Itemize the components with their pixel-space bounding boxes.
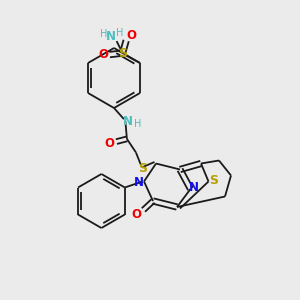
Text: O: O	[131, 208, 141, 221]
Text: H: H	[116, 28, 123, 38]
Text: O: O	[99, 48, 109, 61]
Text: O: O	[104, 137, 114, 150]
Text: N: N	[123, 115, 133, 128]
Text: S: S	[209, 173, 218, 187]
Text: S: S	[138, 162, 147, 175]
Text: H: H	[100, 29, 107, 39]
Text: N: N	[106, 30, 116, 44]
Text: N: N	[134, 176, 144, 189]
Text: N: N	[189, 181, 199, 194]
Text: H: H	[134, 119, 141, 129]
Text: S: S	[118, 46, 127, 60]
Text: O: O	[127, 29, 136, 43]
